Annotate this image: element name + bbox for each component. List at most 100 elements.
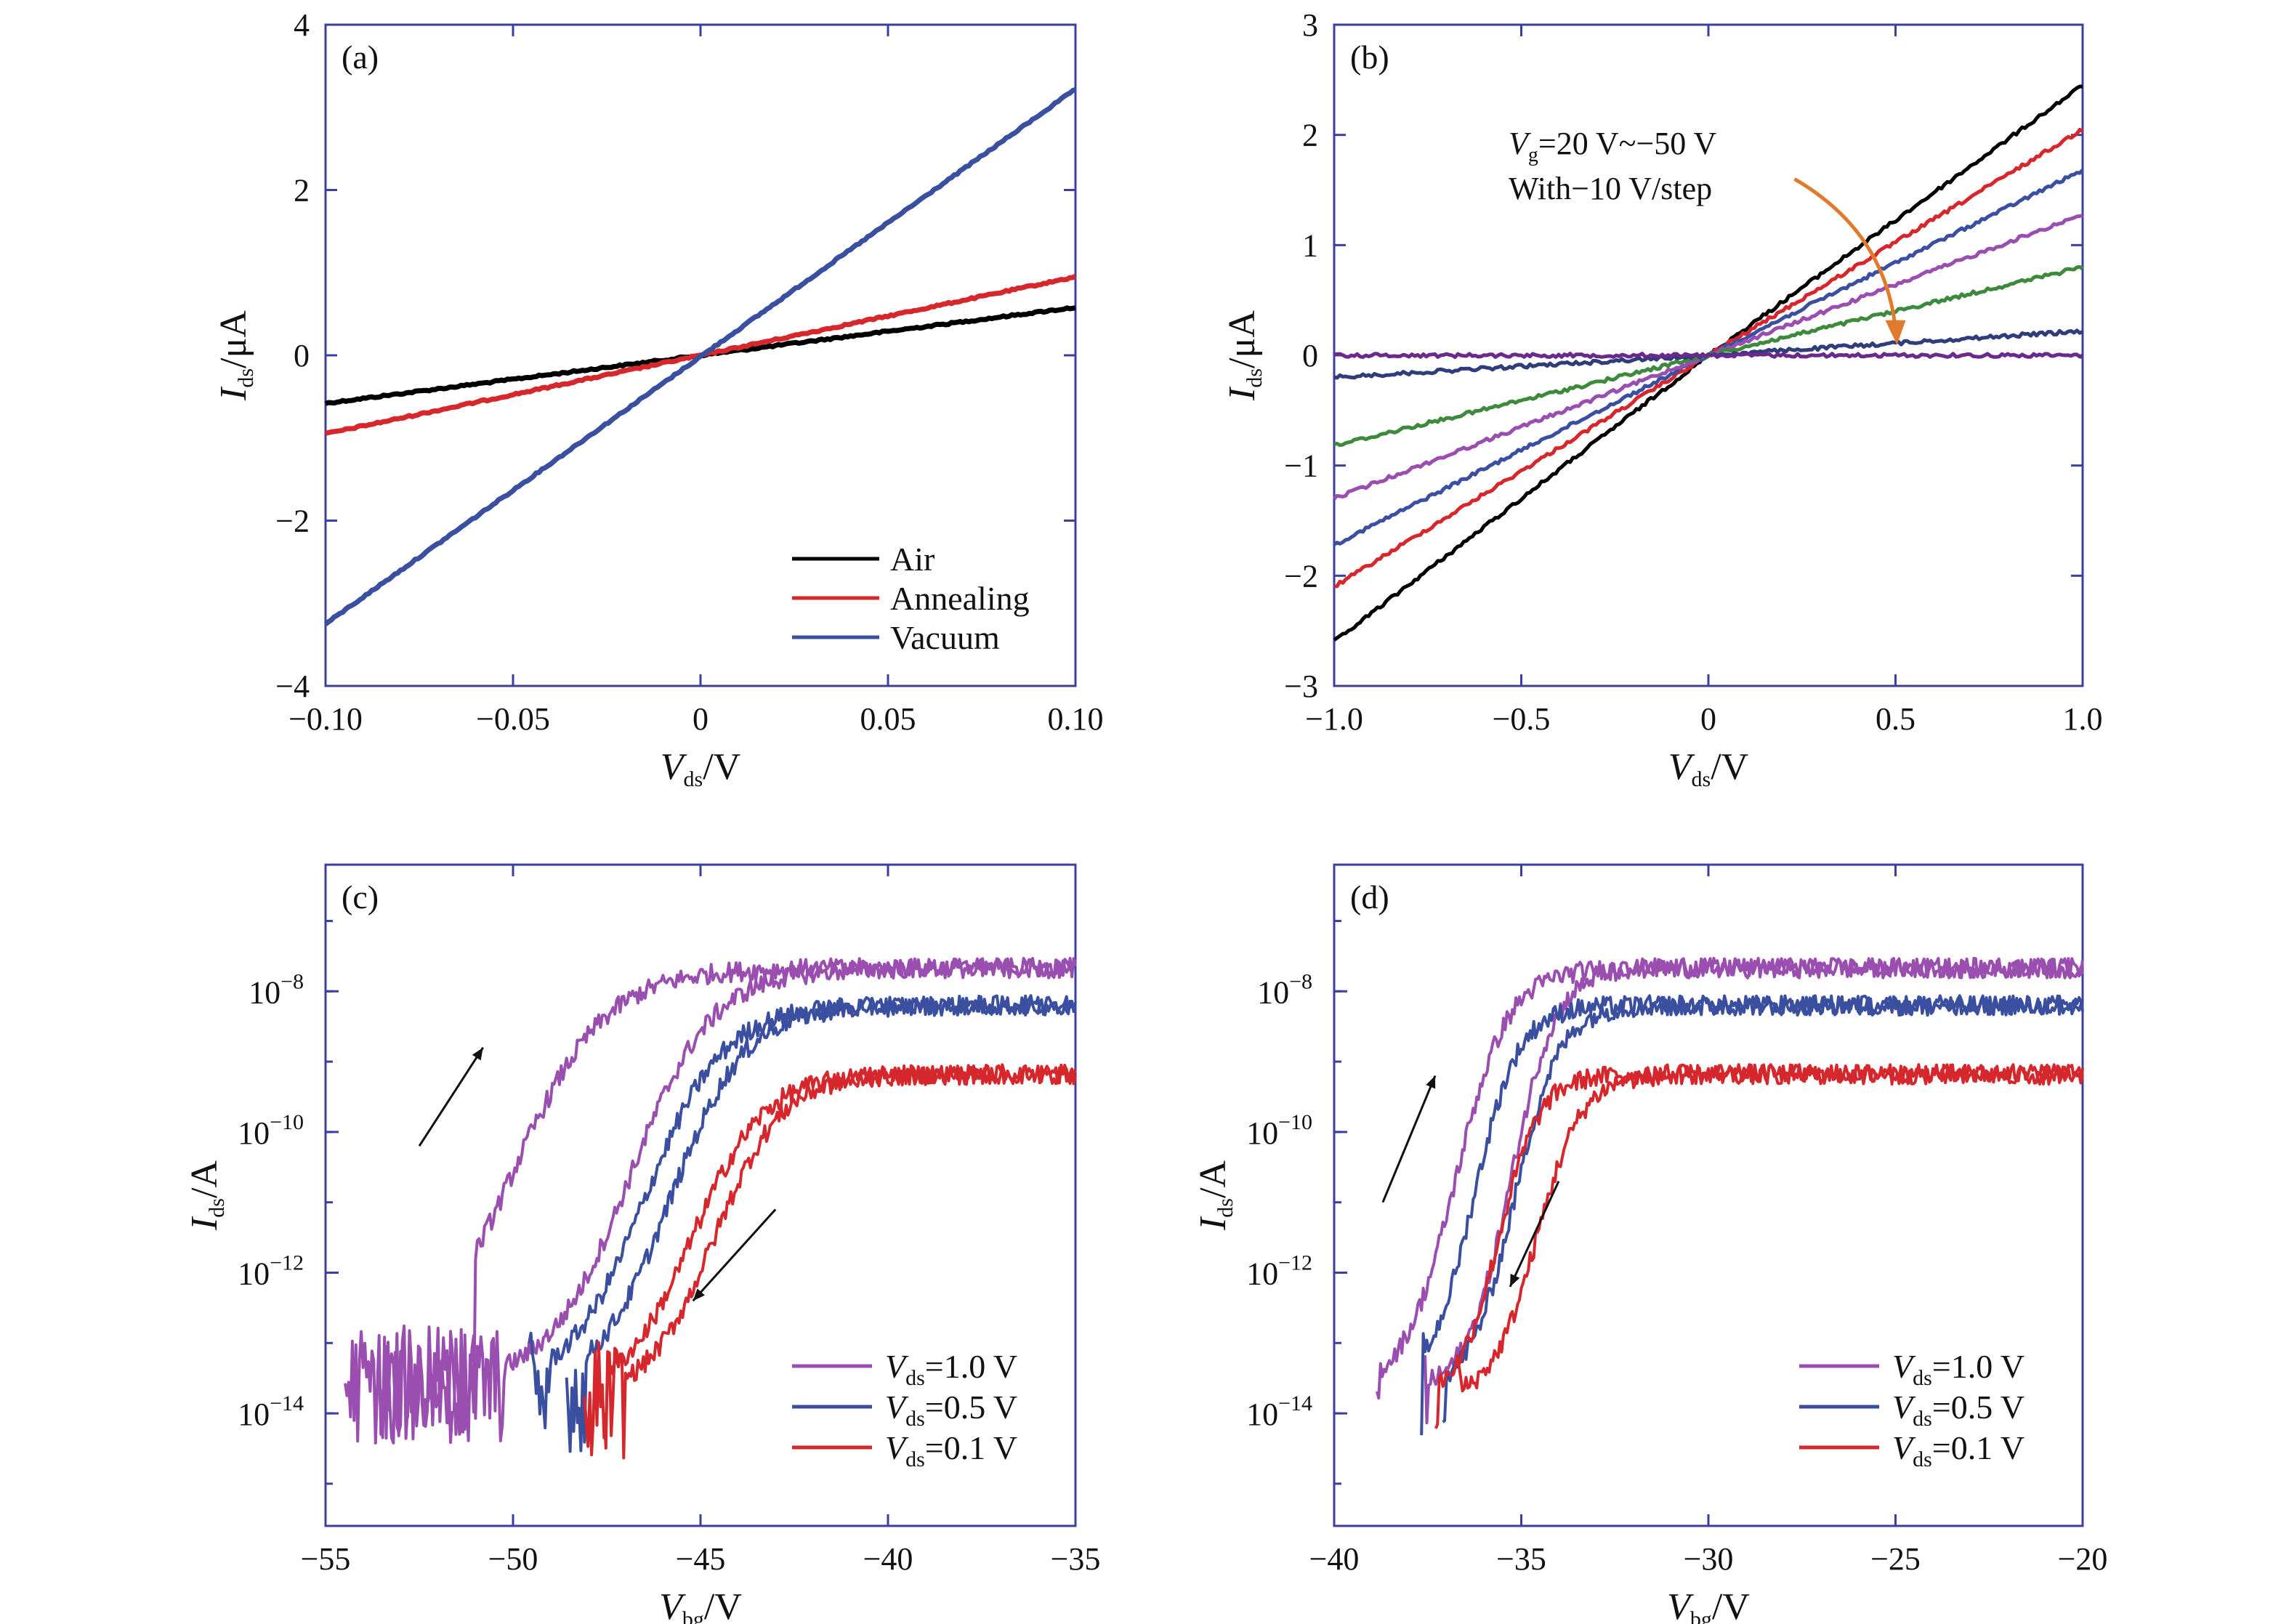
y-axis-label-subscript: ds	[205, 1198, 229, 1218]
x-tick-label: −55	[301, 1541, 351, 1577]
x-axis-label-symbol: V	[1667, 1586, 1694, 1624]
y-axis-label-symbol: I	[213, 386, 254, 401]
y-tick-label: 1	[1302, 227, 1318, 263]
legend-symbol: V	[885, 1429, 909, 1466]
x-tick-label: −0.05	[476, 701, 550, 737]
plot-frame	[324, 863, 1077, 1527]
panel-label: (b)	[1350, 39, 1389, 76]
direction-arrow-head	[1510, 1273, 1520, 1287]
transfer-curve	[528, 994, 1077, 1430]
y-tick-label: −2	[1284, 558, 1318, 594]
legend-label: Vds=1.0 V	[885, 1348, 1017, 1390]
legend-label: Annealing	[890, 580, 1030, 617]
y-axis-label-unit: /μA	[213, 310, 254, 368]
x-axis-label-subscript: ds	[684, 767, 703, 791]
x-axis-label-unit: /V	[1712, 1586, 1750, 1624]
y-tick-label: 10−8	[249, 969, 304, 1010]
legend-subscript: ds	[1913, 1366, 1932, 1390]
y-tick-base: 10	[1246, 1115, 1278, 1151]
x-axis-label-unit: /V	[704, 1586, 742, 1624]
x-axis-label-symbol: V	[1668, 746, 1695, 788]
y-tick-label: 10−8	[1257, 969, 1312, 1010]
annotation-symbol: V	[1509, 126, 1532, 161]
y-tick-label: 3	[1302, 7, 1318, 43]
x-axis-label: Vds/V	[661, 746, 740, 791]
x-tick-label: 1.0	[2063, 701, 2103, 737]
legend-value: =1.0 V	[1932, 1348, 2024, 1385]
legend-subscript: ds	[1913, 1447, 1932, 1471]
x-axis-label: Vds/V	[1668, 746, 1748, 791]
legend-label: Vds=0.5 V	[1892, 1389, 2024, 1431]
x-tick-label: 0	[693, 701, 708, 737]
x-axis-label-subscript: ds	[1692, 767, 1711, 791]
y-tick-base: 10	[238, 1256, 270, 1291]
y-axis-label-unit: /μA	[1222, 310, 1263, 368]
annotation-line1: Vg=20 V~−50 V	[1509, 126, 1717, 166]
x-tick-label: −0.10	[288, 701, 363, 737]
y-axis-label-symbol: I	[1222, 386, 1263, 401]
legend-value: =0.5 V	[925, 1389, 1017, 1426]
y-tick-base: 10	[1246, 1397, 1278, 1432]
x-tick-label: 0	[1700, 701, 1716, 737]
legend-label: Vacuum	[890, 619, 1000, 656]
annotation-line2: With−10 V/step	[1509, 171, 1712, 206]
x-tick-label: −40	[1309, 1541, 1360, 1577]
panel-b: −1.0 −0.5 0 0.5 1.0 −3 −2 −1 0 1 2 3 (b) Vds/V Ids/μA V…	[1222, 7, 2103, 791]
x-axis-label: Vbg/V	[659, 1586, 742, 1624]
y-axis-label-symbol: I	[184, 1216, 225, 1231]
y-tick-label: −4	[275, 668, 310, 704]
panel-a: −0.10 −0.05 0 0.05 0.10 −4 −2 0 2 4 (a) Vds/V Ids/μA…	[213, 7, 1104, 791]
y-tick-base: 10	[1257, 974, 1289, 1010]
y-tick-base: 10	[1246, 1256, 1278, 1291]
x-tick-label: −45	[676, 1541, 726, 1577]
panel-label: (a)	[342, 39, 379, 76]
legend-value: =0.1 V	[925, 1429, 1017, 1466]
y-axis-label-unit: /A	[1192, 1160, 1234, 1198]
x-tick-label: −35	[1051, 1541, 1101, 1577]
x-tick-label: 0.05	[860, 701, 916, 737]
transfer-curve	[565, 994, 1077, 1453]
direction-arrow-head	[472, 1047, 483, 1061]
y-tick-base: 10	[238, 1115, 270, 1151]
y-axis-label-symbol: I	[1192, 1216, 1234, 1231]
x-axis-label-unit: /V	[703, 746, 740, 788]
annotation-arrow	[1793, 177, 1897, 330]
x-axis-label-subscript: bg	[682, 1607, 704, 1624]
direction-arrow	[1509, 1181, 1560, 1288]
legend-subscript: ds	[905, 1366, 925, 1390]
y-tick-label: 4	[294, 7, 310, 43]
y-tick-exponent: −8	[280, 969, 304, 993]
legend-label: Vds=0.5 V	[885, 1389, 1017, 1431]
legend-label: Air	[890, 541, 934, 578]
y-tick-label: 10−14	[238, 1391, 304, 1432]
direction-arrow	[1381, 1075, 1437, 1203]
legend-subscript: ds	[1913, 1407, 1932, 1431]
y-tick-base: 10	[238, 1397, 270, 1432]
direction-arrow-head	[693, 1288, 705, 1301]
y-axis-label-subscript: ds	[1243, 368, 1267, 388]
x-tick-label: −30	[1684, 1541, 1734, 1577]
transfer-curve	[1457, 1063, 2084, 1393]
annotation-rest: =20 V~−50 V	[1538, 126, 1717, 161]
y-tick-label: 0	[294, 338, 310, 373]
y-tick-label: 10−10	[238, 1110, 304, 1151]
panel-label: (c)	[342, 878, 379, 916]
y-tick-label: 2	[1302, 118, 1318, 153]
transfer-curve	[1424, 957, 2084, 1425]
x-tick-label: 0.5	[1876, 701, 1915, 737]
legend-label: Vds=1.0 V	[1892, 1348, 2024, 1390]
panel-label: (d)	[1350, 878, 1389, 916]
direction-arrow	[418, 1046, 484, 1147]
y-tick-exponent: −8	[1289, 969, 1312, 993]
transfer-curve	[1442, 994, 2084, 1423]
legend-symbol: V	[885, 1389, 909, 1426]
y-axis-label: Ids/A	[184, 1160, 229, 1231]
y-axis-label: Ids/μA	[1222, 310, 1267, 401]
legend-symbol: V	[885, 1348, 909, 1385]
panel-c: −55 −50 −45 −40 −3510−1410−1210−1010−8(c)Vbg…	[184, 863, 1101, 1624]
y-axis-label-unit: /A	[184, 1160, 225, 1198]
y-axis-label-subscript: ds	[1214, 1198, 1238, 1218]
x-axis-label-symbol: V	[659, 1586, 686, 1624]
